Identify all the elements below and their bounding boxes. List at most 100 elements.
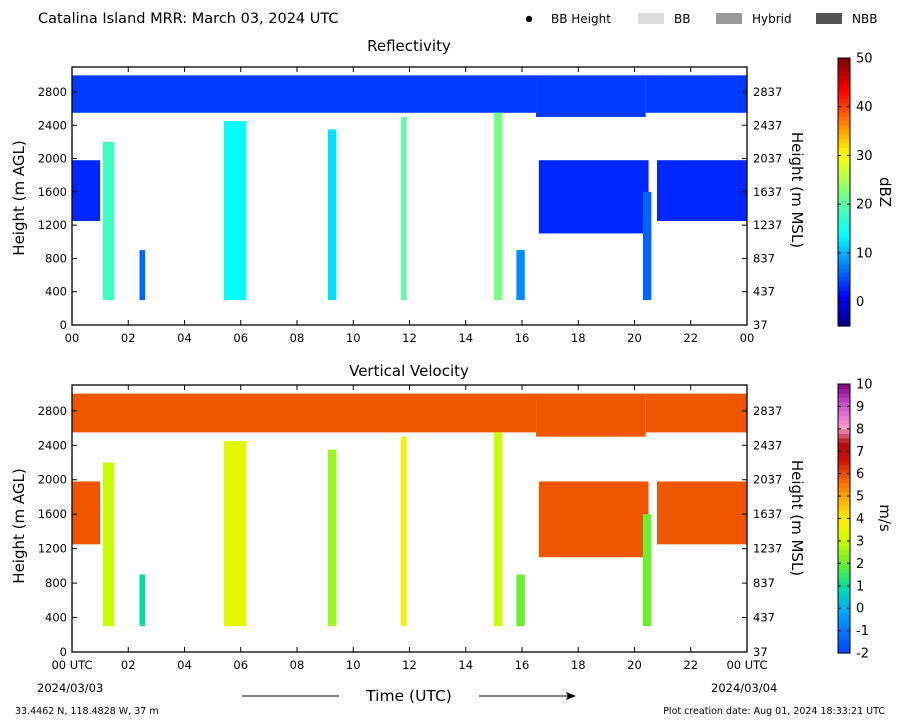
x-tick-label: 06: [233, 658, 248, 672]
y-tick-label: 0: [60, 645, 67, 659]
colorbar-tick-label: 7: [856, 445, 864, 460]
y-tick-label-right: 1237: [753, 218, 782, 232]
y-tick-label-right: 837: [753, 251, 775, 265]
precip-column-4: [401, 116, 407, 301]
velocity-colorbar-label: m/s: [876, 504, 894, 532]
y-tick-label: 1200: [38, 542, 67, 556]
colorbar-tick-label: -1: [856, 624, 869, 639]
layer-upper-echo-gap: [536, 393, 646, 437]
x-tick-label: 08: [290, 658, 305, 672]
date-start: 2024/03/03: [37, 681, 103, 695]
precip-column-1: [139, 250, 146, 301]
y-tick-label-right: 2837: [753, 404, 782, 418]
legend-hybrid-swatch: [716, 13, 742, 24]
colorbar-tick-label: 8: [856, 422, 864, 437]
x-tick-label: 02: [121, 331, 136, 345]
layer-upper-echo-gap: [536, 75, 646, 117]
y-tick-label: 800: [45, 576, 67, 590]
precip-column-3: [327, 449, 337, 627]
x-tick-label: 08: [290, 331, 305, 345]
y-tick-label: 2400: [38, 118, 67, 132]
x-tick-label: 02: [121, 658, 136, 672]
precip-column-1: [139, 574, 146, 627]
precip-column-2: [223, 121, 247, 301]
x-tick-label: 04: [177, 658, 192, 672]
legend-bb-swatch: [638, 13, 664, 24]
y-tick-label-right: 437: [753, 285, 775, 299]
site-location: 33.4462 N, 118.4828 W, 37 m: [15, 706, 159, 717]
colorbar-tick-label: 0: [856, 602, 864, 617]
velocity-colorbar: -2 -1 0 1 2 3 4 5 6 7 8 9 10: [837, 378, 873, 662]
y-tick-label-right: 2837: [753, 85, 782, 99]
x-tick-label: 18: [571, 658, 586, 672]
precip-column-4: [401, 436, 407, 627]
y-tick-label-right: 2037: [753, 473, 782, 487]
xlabel-right-arrowhead: [566, 692, 576, 700]
x-tick-label: 16: [515, 331, 530, 345]
x-tick-label: 16: [515, 658, 530, 672]
x-tick-label: 20: [627, 658, 642, 672]
y-tick-label: 1200: [38, 218, 67, 232]
x-tick-label: 14: [458, 658, 473, 672]
bb-height-marker: [525, 15, 533, 23]
y-tick-label: 2800: [38, 85, 67, 99]
y-tick-label: 1600: [38, 185, 67, 199]
x-tick-label: 22: [683, 331, 698, 345]
x-tick-label: 18: [571, 331, 586, 345]
x-tick-label: 22: [683, 658, 698, 672]
colorbar-tick-label: 20: [856, 198, 873, 213]
layer-upper-echo-left: [72, 75, 537, 113]
y-tick-label: 1600: [38, 507, 67, 521]
y-tick-label: 400: [45, 611, 67, 625]
legend-nbb: NBB: [852, 12, 877, 26]
plot-creation-date: Plot creation date: Aug 01, 2024 18:33:2…: [663, 706, 885, 717]
colorbar-tick-label: 4: [856, 512, 864, 527]
precip-column-7: [642, 191, 652, 301]
colorbar-tick-label: 5: [856, 490, 864, 505]
colorbar-tick-label: 1: [856, 579, 864, 594]
colorbar-tick-label: 10: [856, 246, 873, 261]
layer-left-cloud: [72, 160, 101, 221]
y-tick-label: 400: [45, 285, 67, 299]
dbz-colorbar: 0 10 20 30 40 50: [837, 52, 873, 327]
layer-big-cloud: [538, 160, 649, 234]
colorbar-tick-label: 3: [856, 534, 864, 549]
precip-column-7: [642, 514, 652, 627]
precip-column-5: [493, 432, 503, 627]
y-tick-label-right: 37: [753, 318, 768, 332]
colorbar-tick-label: 10: [856, 378, 873, 393]
x-tick-label: 00: [740, 331, 755, 345]
y-tick-label: 2800: [38, 404, 67, 418]
precip-column-2: [223, 440, 247, 627]
y-tick-label-right: 1637: [753, 185, 782, 199]
velocity-title: Vertical Velocity: [349, 362, 469, 380]
x-tick-label: 00 UTC: [726, 658, 767, 672]
precip-column-3: [327, 129, 337, 301]
velocity-ylabel-right: Height (m MSL): [788, 460, 806, 576]
legend-bb-height: BB Height: [551, 12, 611, 26]
precip-column-0: [102, 141, 115, 301]
velocity-plot: 0 37 400 437 800 837 1200 1237 1600 1637 2000 2037 2…: [38, 384, 782, 672]
y-tick-label-right: 437: [753, 611, 775, 625]
y-tick-label-right: 1237: [753, 542, 782, 556]
layer-right-cloud: [657, 481, 747, 545]
colorbar-tick-label: 9: [856, 400, 864, 415]
colorbar-tick-label: 0: [856, 295, 864, 310]
precip-column-5: [493, 112, 503, 301]
y-tick-label-right: 837: [753, 576, 775, 590]
x-tick-label: 06: [233, 331, 248, 345]
y-tick-label-right: 2037: [753, 152, 782, 166]
layer-upper-echo-right: [645, 75, 747, 113]
precip-column-6: [516, 574, 525, 627]
reflectivity-title: Reflectivity: [367, 37, 451, 55]
x-tick-label: 10: [346, 331, 361, 345]
figure-title: Catalina Island MRR: March 03, 2024 UTC: [38, 11, 339, 27]
x-tick-label: 14: [458, 331, 473, 345]
layer-big-cloud: [538, 481, 649, 558]
layer-upper-echo-left: [72, 393, 537, 433]
precip-column-0: [102, 462, 115, 627]
